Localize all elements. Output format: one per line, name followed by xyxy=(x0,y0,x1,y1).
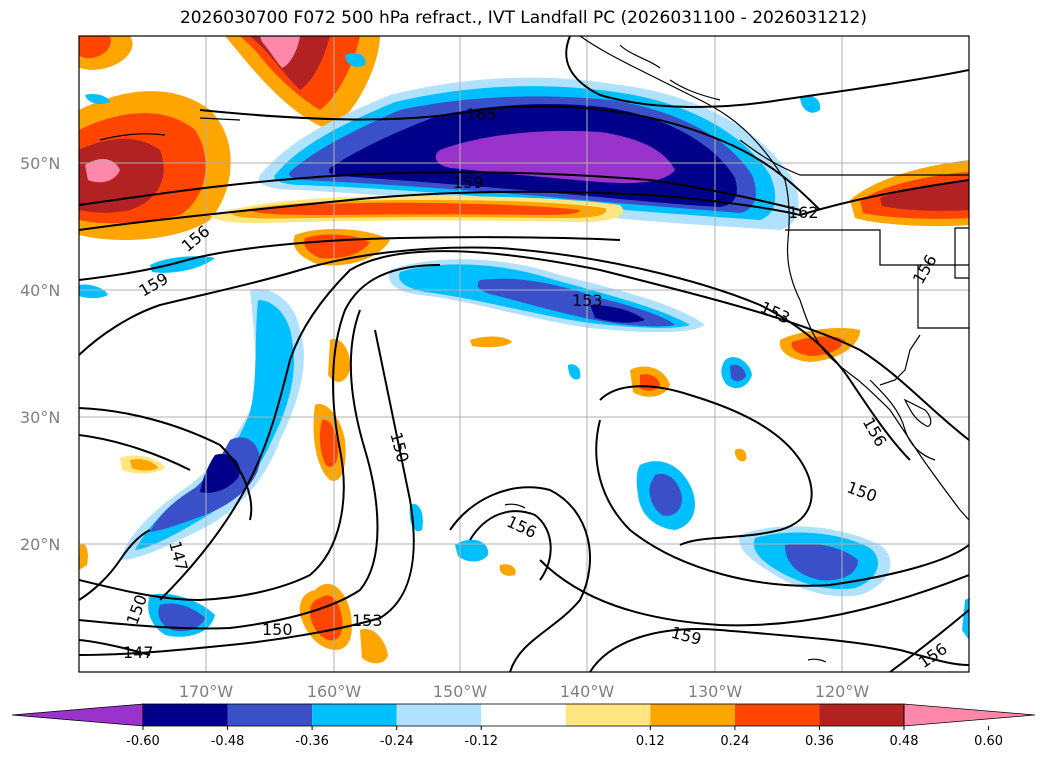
colorbar-box xyxy=(396,704,482,726)
colorbar-tick-label: 0.24 xyxy=(720,734,749,749)
lat-label: 40°N xyxy=(20,281,60,300)
map-title: 2026030700 F072 500 hPa refract., IVT La… xyxy=(179,8,867,28)
contour-label: 156 xyxy=(504,512,540,542)
lon-label: 140°W xyxy=(560,682,615,701)
colorbar-box xyxy=(481,704,566,726)
colorbar-tick-label: 0.12 xyxy=(636,734,665,749)
colorbar-tick-label: 0.36 xyxy=(805,734,834,749)
refractivity-shading xyxy=(79,36,969,664)
colorbar-tick-label: -0.12 xyxy=(464,734,498,749)
contour-label: 159 xyxy=(453,173,484,192)
colorbar-box xyxy=(819,704,904,726)
contour-label: 165 xyxy=(466,105,497,124)
lat-label: 50°N xyxy=(20,154,60,173)
contour-label: 150 xyxy=(123,592,151,627)
contour-label: 153 xyxy=(572,291,603,310)
colorbar: -0.60 -0.48 -0.36 -0.24 -0.12 0.12 0.24 0.36 0.4… xyxy=(11,703,1036,749)
contour-label: 159 xyxy=(136,269,172,301)
lat-label: 30°N xyxy=(20,408,60,427)
contour-label: 156 xyxy=(915,639,951,672)
contour-label: 150 xyxy=(386,430,412,464)
colorbar-box xyxy=(650,704,735,726)
contour-label: 150 xyxy=(844,478,879,506)
lon-label: 120°W xyxy=(815,682,870,701)
colorbar-box xyxy=(227,704,313,726)
contour-label: 153 xyxy=(757,298,793,328)
contour-label: 153 xyxy=(352,611,383,630)
contour-label: 150 xyxy=(262,620,293,639)
colorbar-extend-low xyxy=(11,703,144,727)
lon-label: 160°W xyxy=(307,682,362,701)
lon-label: 150°W xyxy=(433,682,488,701)
longitude-labels: 170°W 160°W 150°W 140°W 130°W 120°W xyxy=(179,682,870,701)
colorbar-tick-label: 0.60 xyxy=(974,734,1003,749)
colorbar-box xyxy=(565,704,651,726)
colorbar-tick-label: 0.48 xyxy=(890,734,919,749)
height-contours xyxy=(79,36,969,672)
contour-label: 159 xyxy=(669,623,703,649)
contour-label: 156 xyxy=(859,414,891,450)
colorbar-tick-label: -0.24 xyxy=(380,734,414,749)
graticule xyxy=(79,36,969,672)
colorbar-box xyxy=(312,704,397,726)
colorbar-tick-label: -0.60 xyxy=(126,734,160,749)
colorbar-frame xyxy=(142,703,905,727)
colorbar-tick-label: -0.48 xyxy=(211,734,245,749)
colorbar-box xyxy=(143,704,228,726)
contour-label: 162 xyxy=(788,203,819,222)
contour-label: 156 xyxy=(909,251,941,287)
lat-label: 20°N xyxy=(20,535,60,554)
colorbar-box xyxy=(734,704,820,726)
contour-label: 147 xyxy=(123,643,154,662)
lon-label: 170°W xyxy=(179,682,234,701)
lon-label: 130°W xyxy=(688,682,743,701)
latitude-labels: 50°N 40°N 30°N 20°N xyxy=(20,154,60,554)
colorbar-extend-high xyxy=(903,703,1036,727)
coastlines xyxy=(99,36,969,663)
colorbar-tick-label: -0.36 xyxy=(295,734,329,749)
map-frame xyxy=(78,35,970,673)
